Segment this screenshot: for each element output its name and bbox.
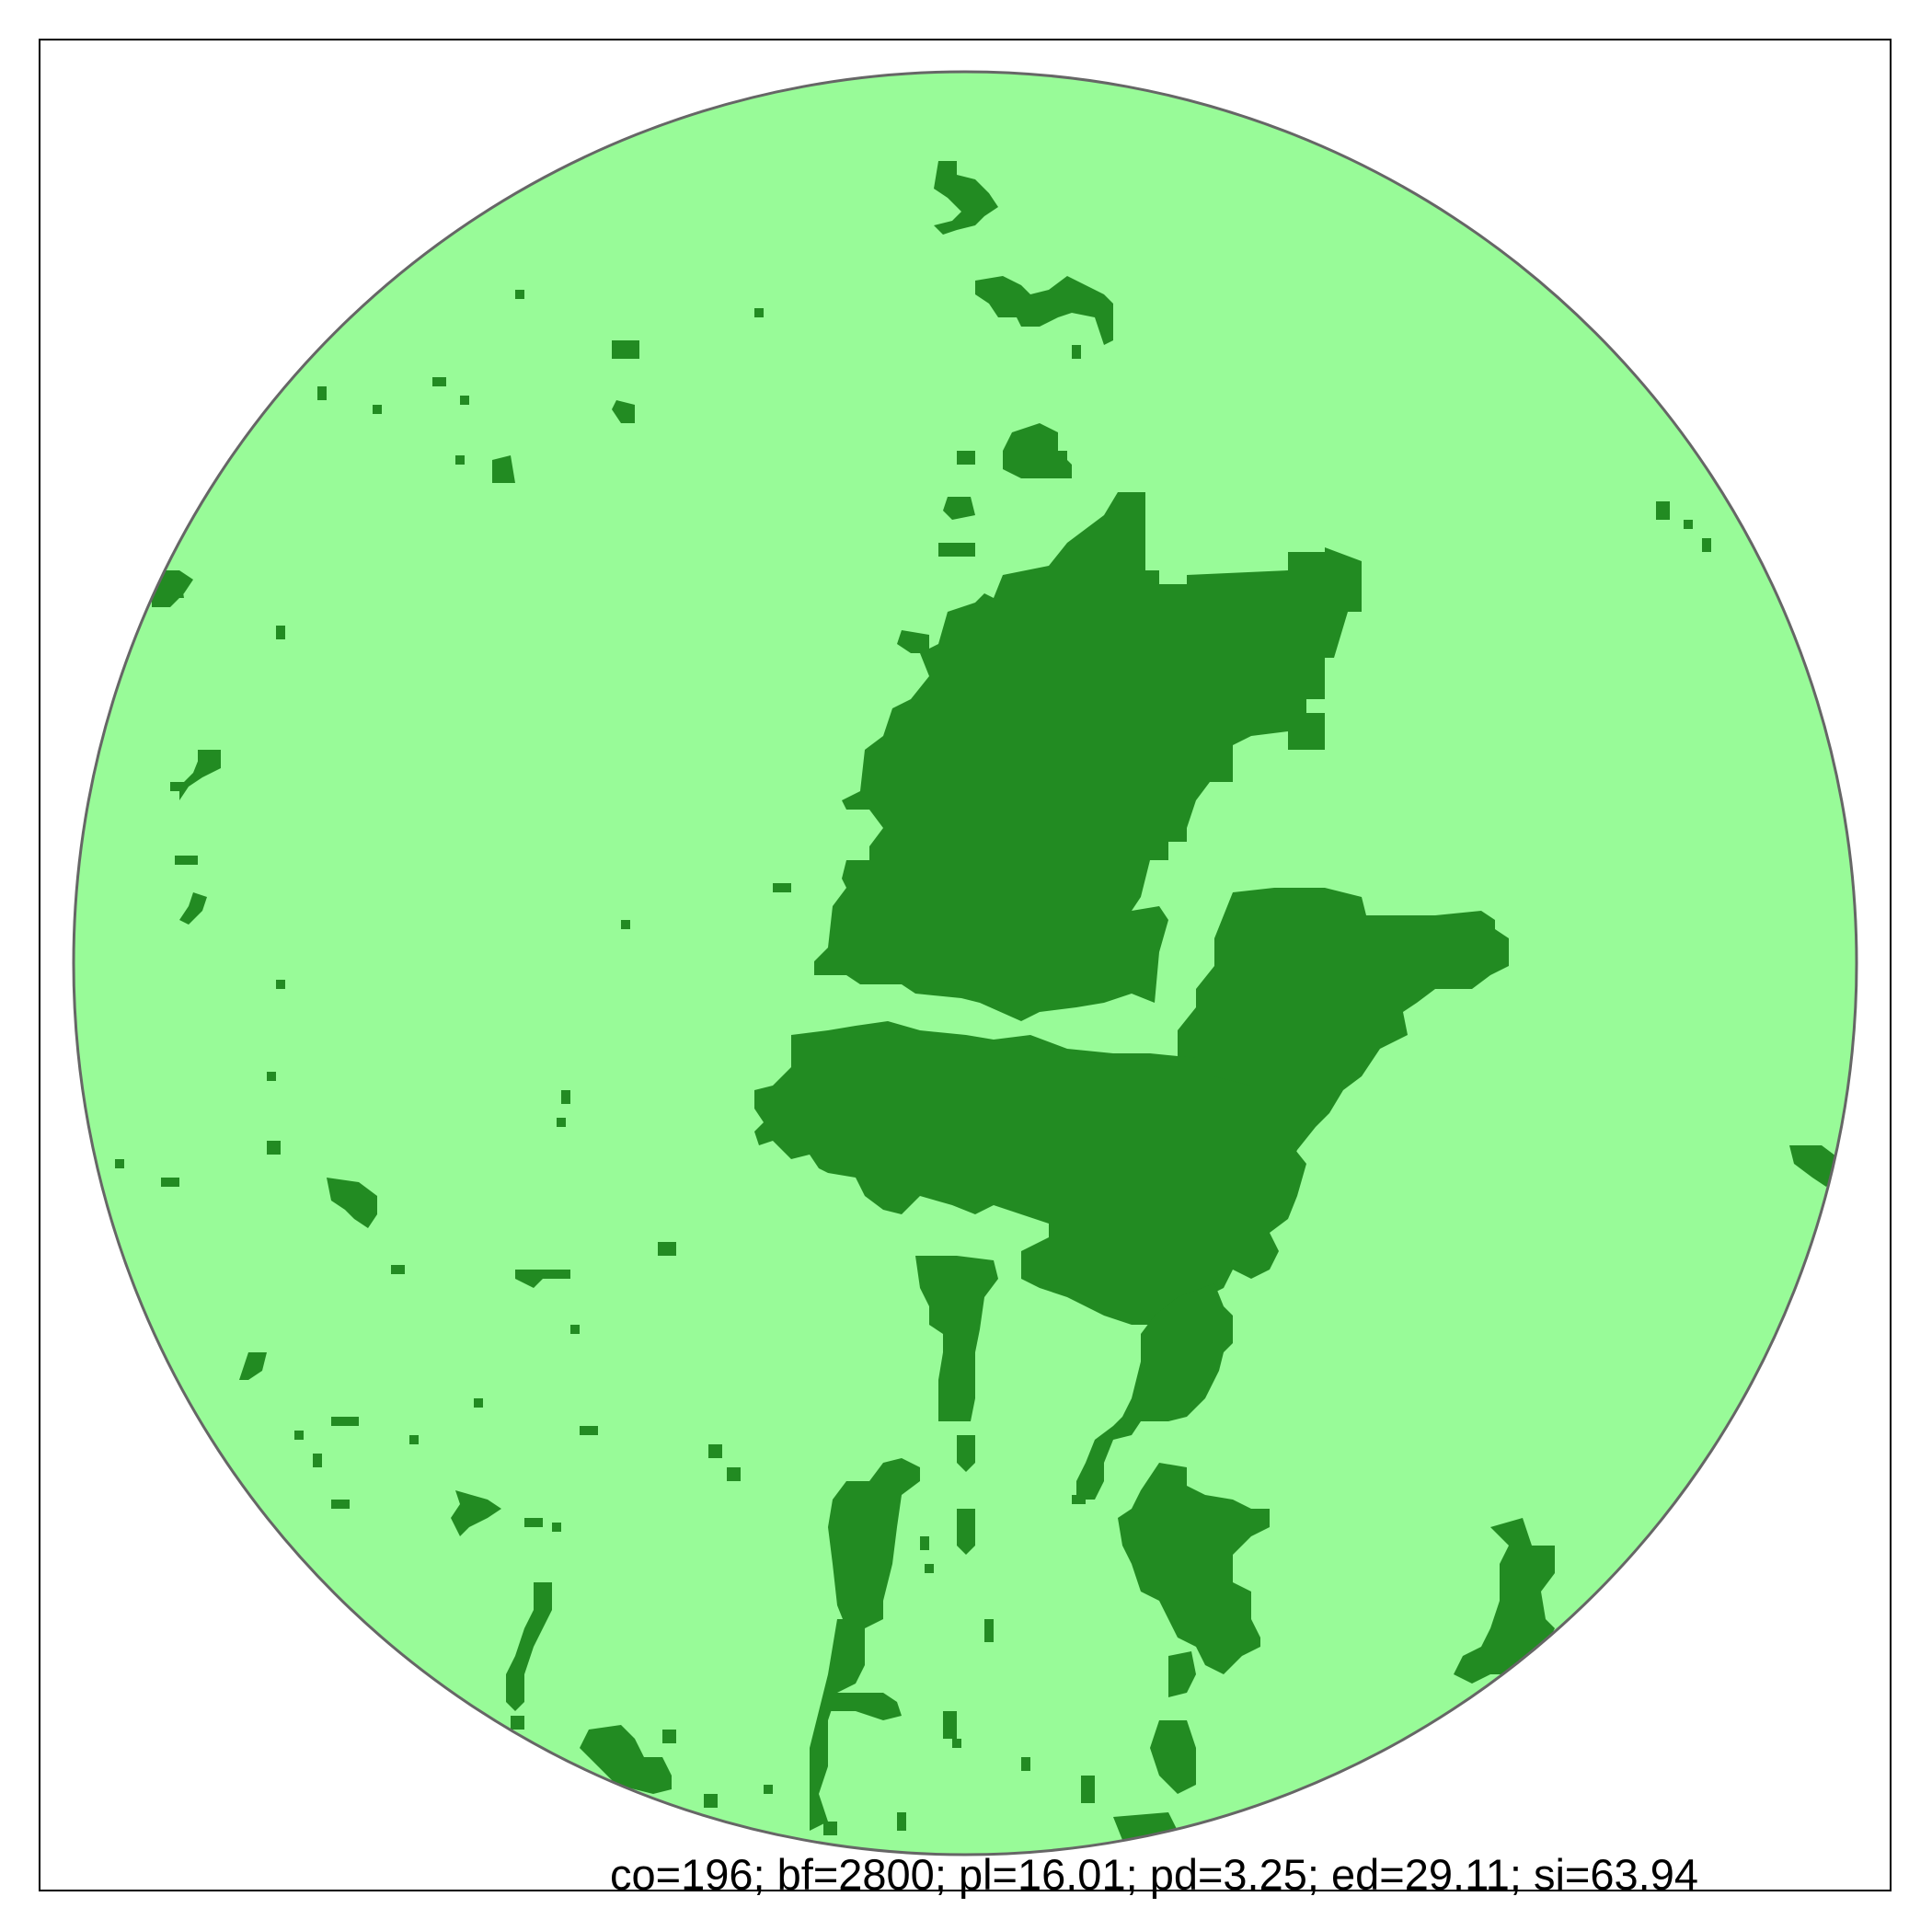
patch-south-1 (915, 1256, 998, 1421)
patch-north-11 (1656, 501, 1670, 520)
patch-west-9 (580, 1725, 672, 1794)
patch-north-8 (492, 455, 515, 483)
patch-south-11 (1454, 1518, 1555, 1684)
patch-south-7 (1150, 1720, 1196, 1794)
patch-south-6 (1168, 1651, 1196, 1697)
patch-north-1 (934, 161, 998, 235)
patch-west-2 (175, 856, 198, 865)
patch-northwest-edge (156, 570, 184, 598)
patch-north-5 (938, 543, 975, 557)
patch-south-8 (810, 1619, 865, 1831)
patch-south-12 (957, 1509, 975, 1555)
patch-west-4 (327, 1178, 377, 1228)
patch-main-north (814, 492, 1362, 1021)
patch-south-5 (957, 1435, 975, 1472)
patch-south-3 (1118, 1463, 1270, 1674)
patch-south-9 (828, 1693, 902, 1720)
patch-south-4 (828, 1458, 920, 1628)
patch-north-7 (612, 400, 635, 423)
patch-north-10 (897, 630, 929, 653)
patch-east-edge (1789, 1145, 1840, 1187)
patch-west-11 (511, 1716, 524, 1730)
patch-west-8 (506, 1582, 552, 1711)
patch-west-7 (451, 1490, 501, 1536)
patch-north-4 (943, 497, 975, 520)
patch-west-6 (239, 1352, 267, 1380)
patch-north-6 (612, 340, 639, 359)
patch-west-10 (543, 1757, 557, 1771)
patch-north-2 (975, 276, 1113, 345)
landscape-metrics-caption: co=196; bf=2800; pl=16.01; pd=3.25; ed=2… (610, 1850, 1698, 1899)
buffer-outline (72, 70, 1858, 1856)
patch-west-5 (515, 1270, 570, 1288)
patch-west-3 (179, 892, 207, 925)
patch-west-12 (662, 1730, 676, 1743)
patch-south-2 (1076, 1283, 1233, 1500)
patch-central-south (754, 1021, 1306, 1325)
